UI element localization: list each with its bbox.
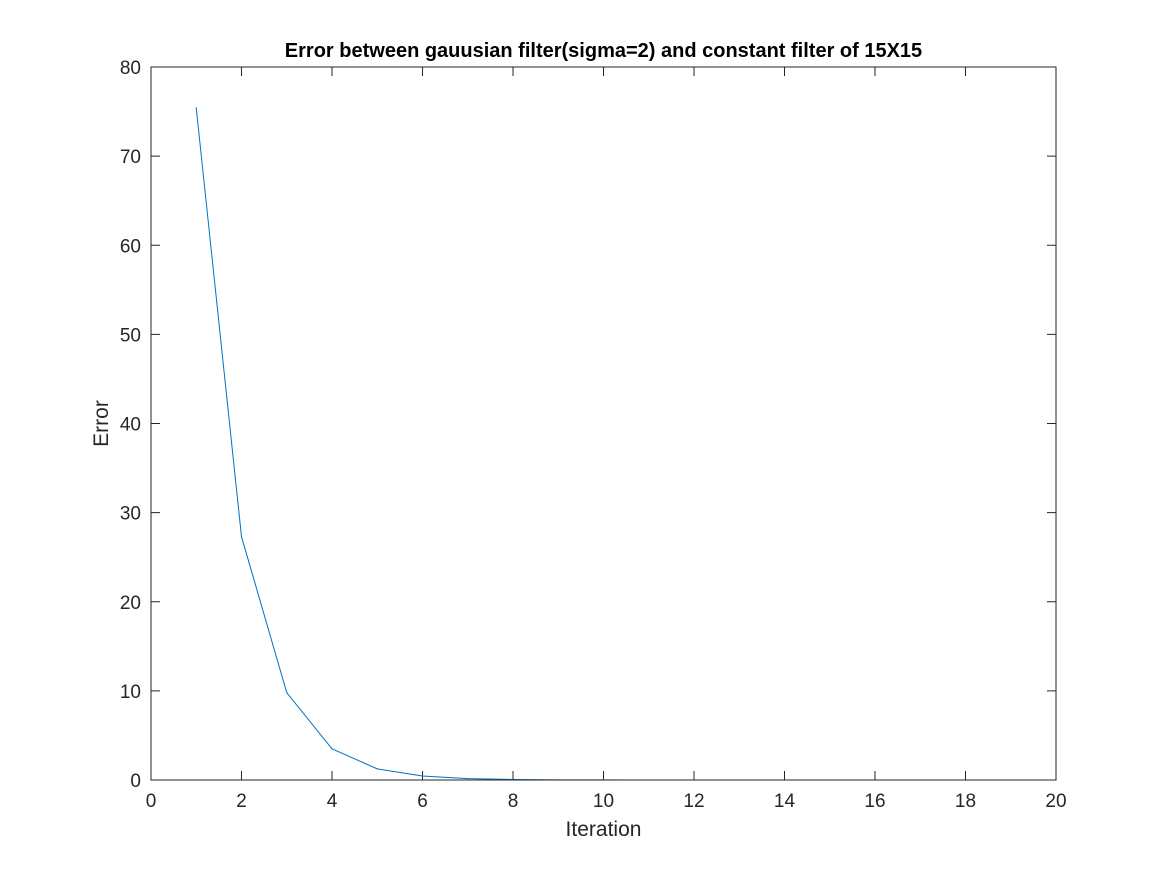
data-point <box>421 775 424 777</box>
data-point <box>286 692 288 694</box>
data-point <box>240 536 243 538</box>
x-tick-label: 16 <box>864 791 885 812</box>
x-tick-label: 8 <box>508 791 519 812</box>
data-point <box>195 107 197 109</box>
y-axis-label: Error <box>90 400 113 447</box>
x-tick-label: 12 <box>683 791 704 812</box>
data-point <box>376 768 378 770</box>
y-tick-label: 30 <box>120 504 141 525</box>
y-tick-label: 50 <box>120 325 141 346</box>
y-tick-label: 0 <box>130 771 141 792</box>
x-tick-label: 4 <box>327 791 338 812</box>
x-tick-label: 14 <box>774 791 796 812</box>
x-tick-label: 18 <box>955 791 976 812</box>
data-point <box>467 777 469 780</box>
x-tick-label: 0 <box>146 791 157 812</box>
y-tick-label: 40 <box>120 415 141 436</box>
x-tick-label: 2 <box>236 791 247 812</box>
y-tick-label: 20 <box>120 593 141 614</box>
y-tick-label: 60 <box>120 236 141 257</box>
y-tick-label: 80 <box>120 58 141 79</box>
x-tick-labels: 0 2 4 6 8 10 12 14 16 18 20 <box>146 791 1067 812</box>
data-point <box>331 748 333 750</box>
axes-box <box>150 66 1057 781</box>
y-tick-label: 10 <box>120 682 141 703</box>
y-tick-label: 70 <box>120 147 141 168</box>
x-tick-label: 20 <box>1045 791 1066 812</box>
chart-title: Error between gauusian filter(sigma=2) a… <box>285 40 922 62</box>
y-tick-labels: 0 10 20 30 40 50 60 70 80 <box>120 58 141 792</box>
plot-area <box>151 67 1056 780</box>
x-tick-label: 6 <box>417 791 428 812</box>
x-axis-label: Iteration <box>566 818 642 841</box>
x-tick-label: 10 <box>593 791 614 812</box>
